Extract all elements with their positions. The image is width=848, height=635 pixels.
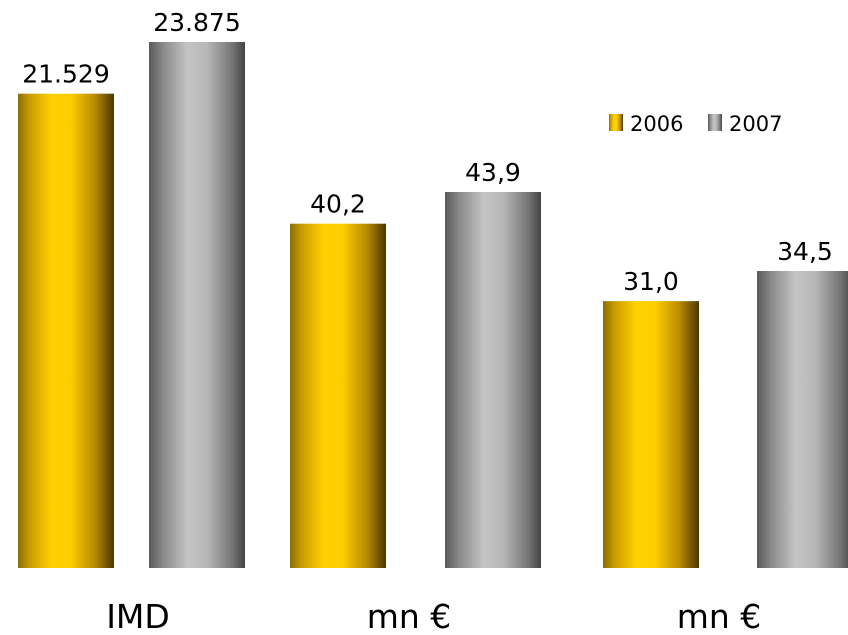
category-label-1: mn € bbox=[367, 597, 452, 635]
category-label-2: mn € bbox=[677, 597, 762, 635]
value-label-2007-cat-2: 34,5 bbox=[777, 237, 833, 266]
bar-2006-cat-0 bbox=[18, 93, 114, 568]
value-label-2007-cat-0: 23.875 bbox=[153, 8, 240, 37]
bar-2006-cat-1 bbox=[290, 223, 386, 569]
value-labels-layer: 21.529 23.875 40,2 43,9 31,0 34,5 bbox=[22, 8, 833, 296]
value-label-2006-cat-0: 21.529 bbox=[22, 60, 109, 89]
value-label-2006-cat-2: 31,0 bbox=[623, 267, 679, 296]
legend-label-2006: 2006 bbox=[630, 112, 683, 136]
legend: 2006 2007 bbox=[609, 112, 782, 136]
category-label-0: IMD bbox=[106, 597, 170, 635]
legend-swatch-2007 bbox=[708, 114, 722, 131]
bar-2007-cat-2 bbox=[757, 271, 848, 568]
value-label-2007-cat-1: 43,9 bbox=[465, 158, 521, 187]
legend-swatch-2006 bbox=[609, 114, 623, 131]
bars-layer bbox=[18, 42, 848, 569]
category-labels-layer: IMD mn € mn € bbox=[106, 597, 761, 635]
value-label-2006-cat-1: 40,2 bbox=[310, 190, 366, 219]
bar-2007-cat-1 bbox=[445, 192, 541, 568]
bar-2006-cat-2 bbox=[603, 301, 699, 568]
legend-label-2007: 2007 bbox=[729, 112, 782, 136]
bar-2007-cat-0 bbox=[149, 42, 245, 568]
